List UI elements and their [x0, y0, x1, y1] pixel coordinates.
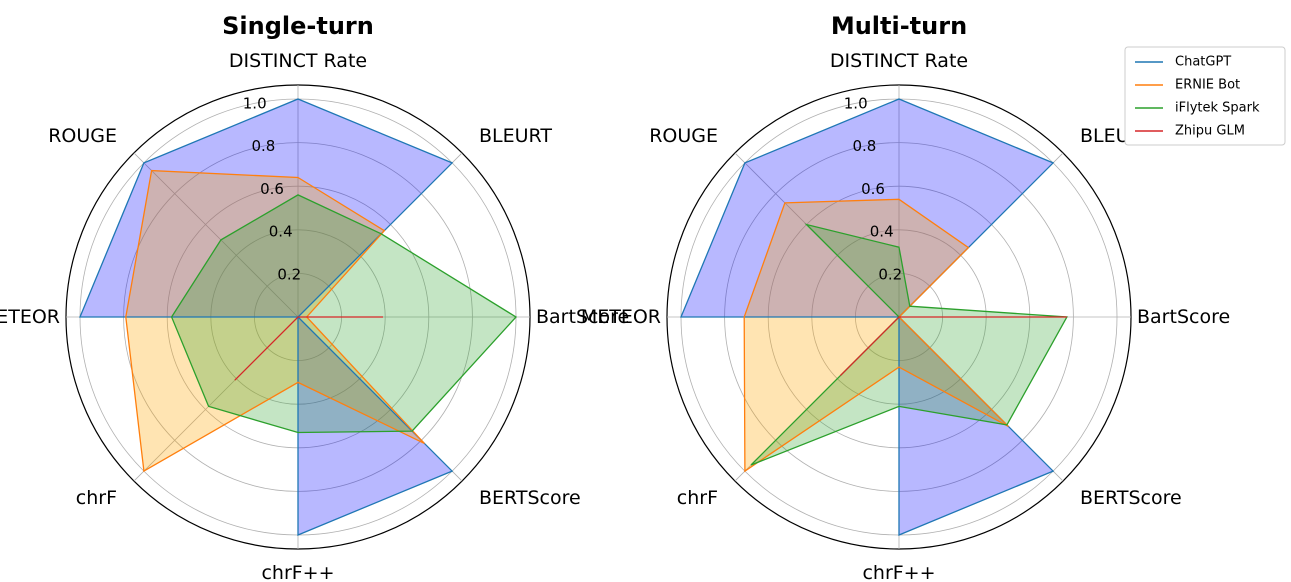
axis-label-bartscore: BartScore [536, 306, 629, 328]
r-tick-label: 0.2 [878, 265, 902, 283]
chart-title: Single-turn [222, 12, 374, 40]
spoke-rouge [133, 152, 299, 318]
r-tick-label: 0.2 [277, 265, 301, 283]
r-tick-label: 1.0 [844, 94, 868, 112]
legend-label-ernie-bot: ERNIE Bot [1175, 78, 1240, 93]
series-fill-ernie-bot [125, 170, 425, 472]
series-fill-iflytek-spark [751, 224, 1067, 465]
axis-label-meteor: METEOR [581, 306, 661, 328]
axis-label-chrf: chrF [76, 487, 117, 509]
series-line-ernie-bot [125, 169, 425, 473]
legend-label-chatgpt: ChatGPT [1175, 55, 1231, 70]
series-line-zhipu-glm [234, 316, 383, 381]
axis-label-bleurt: BLEURT [479, 125, 552, 147]
axis-label-chrf: chrF++ [862, 562, 935, 582]
r-tick-label: 0.8 [251, 137, 275, 155]
series-line-iflytek-spark [750, 223, 1068, 466]
axis-label-chrf: chrF++ [261, 562, 334, 582]
legend-label-iflytek-spark: iFlytek Spark [1175, 101, 1260, 116]
series-fill-ernie-bot [744, 199, 1009, 472]
legend-box [1124, 46, 1286, 146]
axis-label-chrf: chrF [677, 487, 718, 509]
r-tick-label: 0.4 [269, 223, 293, 241]
r-tick-label: 0.6 [861, 180, 885, 198]
chart-title: Multi-turn [831, 12, 967, 40]
axis-label-distinct-rate: DISTINCT Rate [229, 50, 367, 72]
series-line-iflytek-spark [170, 194, 518, 434]
axis-label-bertscore: BERTScore [1080, 487, 1182, 509]
axis-label-distinct-rate: DISTINCT Rate [830, 50, 968, 72]
r-tick-label: 0.6 [260, 180, 284, 198]
r-tick-label: 1.0 [243, 94, 267, 112]
axis-label-meteor: METEOR [0, 306, 60, 328]
axis-label-rouge: ROUGE [48, 125, 117, 147]
axis-label-bartscore: BartScore [1137, 306, 1230, 328]
radar-panel-single-turn: Single-turn 0.2 0.4 0.6 0.8 1.0 DISTINCT Rate B… [0, 12, 629, 582]
legend-label-zhipu-glm: Zhipu GLM [1175, 124, 1245, 139]
axis-label-bertscore: BERTScore [479, 487, 581, 509]
legend: ChatGPT ERNIE Bot iFlytek Spark Zhipu GLM [1124, 46, 1286, 146]
series-line-zhipu-glm [839, 316, 1067, 377]
r-tick-label: 0.8 [852, 137, 876, 155]
axis-label-rouge: ROUGE [649, 125, 718, 147]
series-fill-iflytek-spark [171, 194, 516, 433]
series-line-ernie-bot [743, 198, 1009, 473]
series-line-chatgpt [680, 98, 1055, 536]
series-line-chatgpt [79, 98, 454, 536]
r-tick-label: 0.4 [870, 223, 894, 241]
